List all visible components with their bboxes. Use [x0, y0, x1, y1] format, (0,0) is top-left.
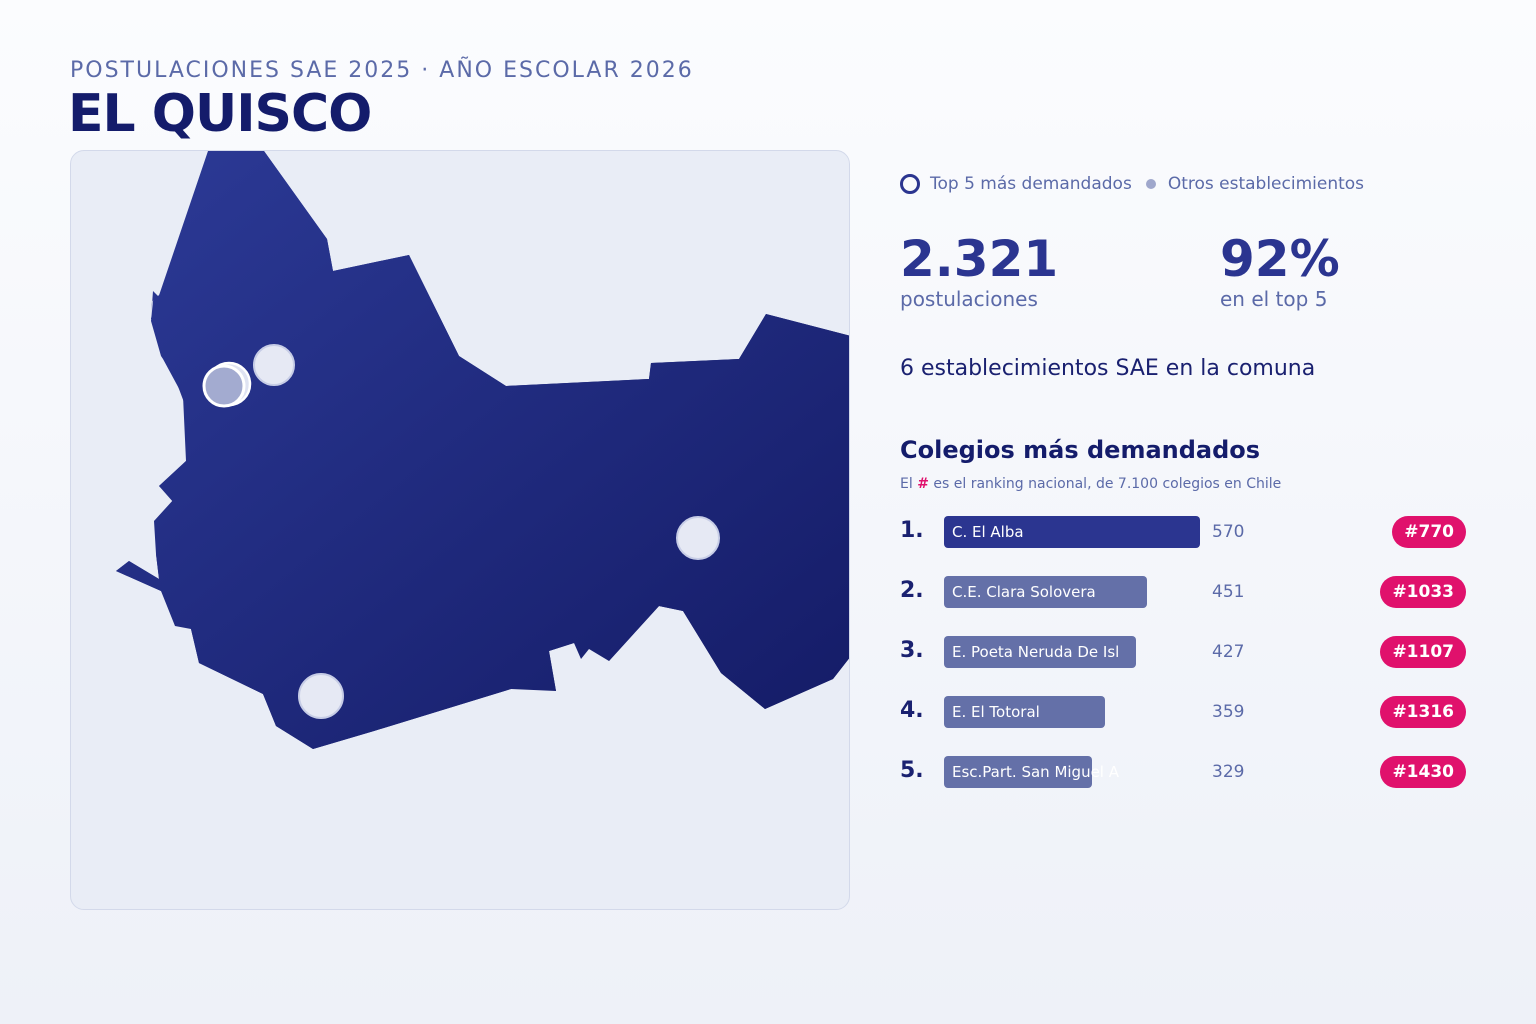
rank-school-name: E. Poeta Neruda De Isl: [952, 643, 1120, 661]
ranking-row[interactable]: 5. Esc.Part. San Miguel A 329 #1430: [900, 756, 1466, 788]
stat-applications-value: 2.321: [900, 230, 1059, 288]
ranking-subtitle-prefix: El: [900, 476, 913, 492]
rank-value: 451: [1212, 582, 1245, 602]
page-title: EL QUISCO: [68, 84, 372, 144]
ranking-row[interactable]: 1. C. El Alba 570 #770: [900, 516, 1466, 548]
stat-top5-share-label: en el top 5: [1220, 287, 1328, 311]
rank-school-name: E. El Totoral: [952, 703, 1040, 721]
ranking-subtitle-suffix: es el ranking nacional, de 7.100 colegio…: [933, 476, 1282, 492]
school-marker-top5[interactable]: [298, 673, 344, 719]
rank-value: 359: [1212, 702, 1245, 722]
schools-count: 6 establecimientos SAE en la comuna: [900, 356, 1316, 381]
commune-region-outline: [116, 151, 849, 749]
school-marker-top5[interactable]: [253, 344, 295, 386]
commune-map: [116, 151, 849, 749]
stat-top5-share: 92% en el top 5: [1220, 230, 1340, 312]
school-marker-top5[interactable]: [676, 516, 720, 560]
rank-value: 427: [1212, 642, 1245, 662]
dot-marker-icon: [1145, 179, 1156, 189]
stat-applications: 2.321 postulaciones: [900, 230, 1059, 312]
rank-school-name: C.E. Clara Solovera: [952, 583, 1096, 601]
rank-position: 3.: [900, 638, 924, 663]
rank-bar: C. El Alba: [944, 516, 1200, 548]
legend-top5-label: Top 5 más demandados: [930, 174, 1132, 194]
rank-bar: E. Poeta Neruda De Isl: [944, 636, 1136, 668]
rank-position: 2.: [900, 578, 924, 603]
map-legend: Top 5 más demandados Otros establecimien…: [900, 174, 1364, 194]
ranking-title: Colegios más demandados: [900, 436, 1261, 464]
ring-marker-icon: [900, 174, 920, 194]
ranking-row[interactable]: 3. E. Poeta Neruda De Isl 427 #1107: [900, 636, 1466, 668]
ranking-subtitle: El # es el ranking nacional, de 7.100 co…: [900, 476, 1281, 492]
national-rank-badge: #1316: [1380, 696, 1466, 728]
school-marker-top5[interactable]: [202, 364, 246, 408]
rank-school-name: C. El Alba: [952, 523, 1024, 541]
national-rank-badge: #1430: [1380, 756, 1466, 788]
national-rank-badge: #1107: [1380, 636, 1466, 668]
ranking-row[interactable]: 2. C.E. Clara Solovera 451 #1033: [900, 576, 1466, 608]
rank-bar: C.E. Clara Solovera: [944, 576, 1147, 608]
map-panel[interactable]: [70, 150, 850, 910]
rank-value: 329: [1212, 762, 1245, 782]
stat-applications-label: postulaciones: [900, 287, 1038, 311]
ranking-row[interactable]: 4. E. El Totoral 359 #1316: [900, 696, 1466, 728]
rank-value: 570: [1212, 522, 1245, 542]
rank-position: 5.: [900, 758, 924, 783]
rank-position: 4.: [900, 698, 924, 723]
rank-bar: E. El Totoral: [944, 696, 1105, 728]
rank-position: 1.: [900, 518, 924, 543]
rank-school-name: Esc.Part. San Miguel A: [952, 763, 1120, 781]
rank-bar: Esc.Part. San Miguel A: [944, 756, 1119, 788]
legend-others-label: Otros establecimientos: [1167, 174, 1365, 194]
stat-top5-share-value: 92%: [1220, 230, 1340, 288]
ranking-subtitle-hash: #: [917, 476, 929, 492]
page-eyebrow: POSTULACIONES SAE 2025 · AÑO ESCOLAR 202…: [70, 58, 694, 83]
school-markers: [202, 344, 720, 719]
national-rank-badge: #1033: [1380, 576, 1466, 608]
national-rank-badge: #770: [1392, 516, 1466, 548]
